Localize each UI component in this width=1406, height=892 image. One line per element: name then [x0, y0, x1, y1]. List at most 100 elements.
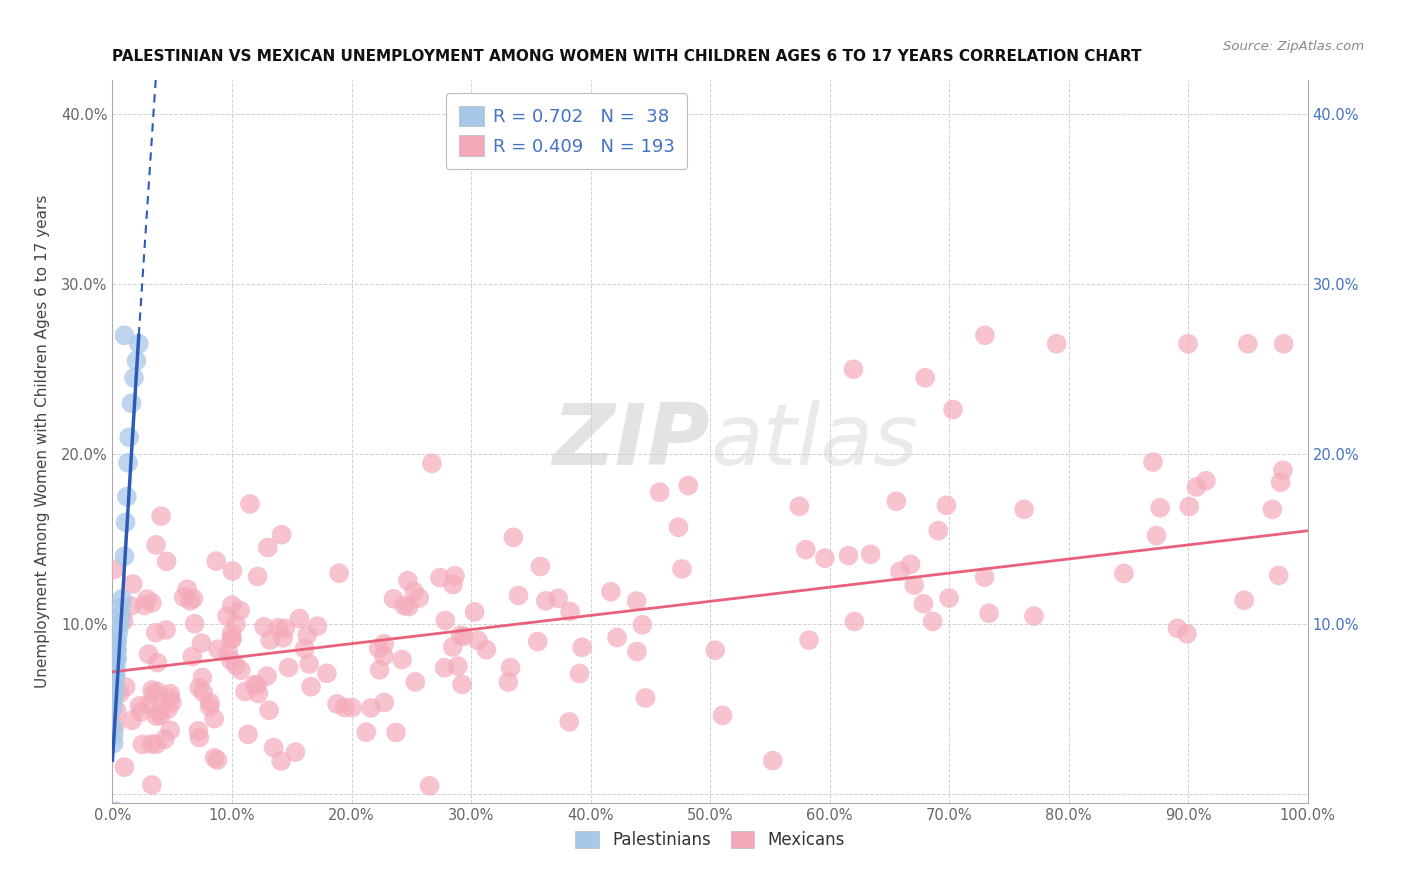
Point: [236, 727, 259, 741]
Point: [129, 705, 152, 719]
Point: [444, 568, 467, 582]
Point: [1166, 621, 1188, 635]
Point: [838, 549, 860, 563]
Point: [198, 699, 221, 714]
Point: [176, 582, 198, 597]
Point: [571, 640, 593, 655]
Point: [396, 574, 419, 588]
Point: [159, 691, 181, 706]
Point: [797, 633, 820, 648]
Point: [270, 754, 292, 768]
Point: [529, 559, 551, 574]
Point: [221, 564, 243, 578]
Point: [207, 753, 229, 767]
Point: [118, 430, 141, 444]
Point: [903, 578, 925, 592]
Point: [1270, 475, 1292, 490]
Point: [270, 527, 292, 541]
Point: [526, 634, 548, 648]
Point: [128, 336, 150, 351]
Point: [105, 642, 128, 657]
Point: [1175, 627, 1198, 641]
Point: [104, 719, 127, 733]
Point: [942, 402, 965, 417]
Point: [104, 642, 127, 657]
Point: [842, 362, 865, 376]
Point: [927, 524, 949, 538]
Point: [385, 725, 408, 739]
Point: [101, 702, 124, 716]
Point: [1112, 566, 1135, 581]
Point: [138, 647, 160, 661]
Point: [408, 591, 430, 605]
Point: [104, 668, 127, 682]
Point: [441, 577, 464, 591]
Point: [128, 698, 150, 713]
Point: [188, 731, 211, 745]
Point: [205, 554, 228, 568]
Point: [307, 619, 329, 633]
Point: [243, 677, 266, 691]
Point: [1185, 480, 1208, 494]
Point: [225, 616, 247, 631]
Point: [103, 677, 125, 691]
Point: [105, 668, 128, 682]
Point: [105, 634, 128, 648]
Point: [146, 656, 169, 670]
Point: [794, 542, 817, 557]
Point: [138, 697, 160, 711]
Point: [105, 642, 128, 657]
Point: [229, 663, 252, 677]
Point: [108, 617, 131, 632]
Point: [391, 652, 413, 666]
Point: [191, 685, 214, 699]
Point: [134, 599, 156, 613]
Point: [207, 642, 229, 657]
Point: [257, 703, 280, 717]
Point: [450, 628, 472, 642]
Point: [606, 631, 628, 645]
Point: [315, 666, 337, 681]
Point: [1012, 502, 1035, 516]
Point: [368, 663, 391, 677]
Point: [105, 813, 128, 827]
Point: [221, 626, 243, 640]
Point: [145, 625, 167, 640]
Point: [103, 668, 125, 682]
Point: [298, 657, 321, 671]
Point: [112, 614, 135, 628]
Point: [108, 686, 131, 700]
Point: [333, 700, 356, 714]
Point: [508, 589, 530, 603]
Point: [103, 694, 125, 708]
Point: [183, 591, 205, 606]
Point: [711, 708, 734, 723]
Point: [142, 687, 165, 701]
Point: [120, 599, 142, 613]
Point: [191, 671, 214, 685]
Point: [1022, 609, 1045, 624]
Point: [938, 591, 960, 605]
Point: [253, 620, 276, 634]
Point: [626, 644, 648, 658]
Point: [111, 591, 134, 606]
Point: [103, 660, 125, 674]
Point: [704, 643, 727, 657]
Point: [367, 641, 389, 656]
Point: [145, 737, 167, 751]
Point: [464, 605, 486, 619]
Point: [599, 584, 621, 599]
Point: [122, 371, 145, 385]
Point: [135, 592, 157, 607]
Point: [204, 751, 226, 765]
Point: [499, 661, 522, 675]
Point: [1142, 455, 1164, 469]
Text: ZIP: ZIP: [553, 400, 710, 483]
Point: [382, 591, 405, 606]
Point: [114, 516, 136, 530]
Point: [789, 500, 811, 514]
Point: [453, 629, 475, 643]
Point: [1195, 474, 1218, 488]
Point: [217, 645, 239, 659]
Point: [115, 490, 138, 504]
